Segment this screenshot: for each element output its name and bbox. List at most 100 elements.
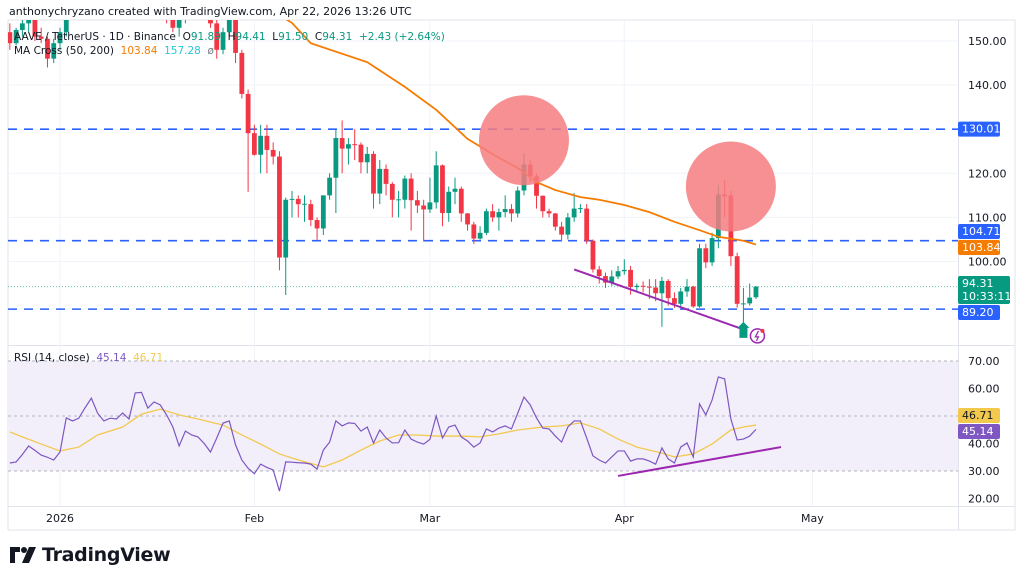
candle: [402, 175, 408, 209]
lightning-icon-circle: [749, 328, 766, 344]
chart-frame: [7, 19, 1016, 531]
candle: [352, 129, 358, 161]
candle-body: [245, 93, 251, 134]
candle-body: [170, 20, 176, 28]
level-tag-bg: [958, 121, 1000, 137]
lightning-icon-bolt: [754, 330, 760, 342]
candle: [590, 239, 596, 273]
candle-body: [19, 23, 25, 30]
candle-body: [45, 38, 50, 59]
low-label: L: [272, 31, 279, 43]
price-axis-label: 100.00: [968, 256, 1007, 269]
candle-body: [621, 269, 627, 272]
candle-body: [51, 43, 57, 59]
candle-body: [628, 269, 633, 288]
price-trendline: [573, 268, 744, 331]
candle-body: [220, 32, 226, 50]
ma-legend[interactable]: MA Cross (50, 200) 103.84 157.28 ø: [14, 45, 214, 57]
candle-body: [552, 213, 558, 227]
last-price-tag-text: 94.31: [962, 277, 994, 290]
candle-body: [233, 20, 238, 53]
candle: [8, 23, 13, 50]
candle: [108, 0, 113, 1]
tradingview-logo[interactable]: TradingView: [10, 544, 171, 566]
candle-body: [145, 0, 150, 1]
rsi-axis-label: 40.00: [968, 438, 1000, 451]
candle-body: [665, 280, 671, 299]
candle: [471, 221, 477, 244]
candle: [490, 204, 496, 222]
candle: [753, 286, 759, 299]
candle: [13, 27, 19, 46]
candle: [251, 124, 257, 156]
candle: [621, 259, 627, 275]
candle: [414, 190, 420, 213]
candle: [408, 173, 414, 231]
symbol-legend[interactable]: AAVE / TetherUS · 1D · Binance O91.89 H9…: [14, 31, 445, 43]
candle: [51, 38, 57, 64]
candle: [452, 177, 458, 205]
time-axis-label: Apr: [615, 512, 635, 525]
candle-body: [377, 168, 383, 194]
candle: [214, 20, 220, 59]
candle-body: [295, 198, 301, 205]
candle-body: [239, 52, 245, 94]
candle-body: [32, 20, 38, 37]
candle: [571, 193, 577, 222]
candle-body: [339, 138, 345, 149]
rsi-legend[interactable]: RSI (14, close) 45.14 46.71: [14, 352, 163, 364]
rsi-lines: [9, 376, 782, 492]
candle: [295, 195, 301, 218]
candle-body: [63, 20, 69, 33]
candle-body: [734, 256, 740, 304]
candle: [358, 142, 364, 174]
candle: [258, 124, 264, 174]
rsi-ma-tag-bg: [958, 408, 1000, 423]
candle-body: [703, 248, 709, 263]
change-value: +2.43 (+2.64%): [358, 31, 445, 43]
highlight-circle: [685, 141, 776, 232]
candle: [170, 20, 176, 33]
candle-body: [333, 138, 339, 178]
time-axis-label: Mar: [420, 512, 441, 525]
candle-body: [208, 20, 213, 24]
candle-body: [396, 199, 401, 201]
candle: [458, 186, 464, 222]
candle: [289, 190, 295, 218]
candle: [659, 276, 665, 327]
candle-body: [490, 211, 496, 218]
candle-body: [709, 238, 715, 263]
candle-body: [251, 133, 257, 155]
candle-body: [433, 165, 439, 203]
candle: [233, 20, 238, 64]
ma-name[interactable]: MA Cross (50, 200): [14, 45, 114, 57]
last-price-tag-text: 10:33:11: [962, 290, 1011, 303]
candle: [559, 221, 564, 242]
candle: [421, 199, 427, 242]
candle-body: [678, 291, 684, 304]
candle: [565, 212, 571, 240]
candle-body: [402, 178, 408, 200]
candle-body: [509, 209, 514, 214]
candle: [320, 195, 326, 236]
candle: [220, 27, 226, 55]
candle-body: [389, 183, 395, 200]
candle-body: [458, 188, 464, 214]
candle: [433, 151, 439, 209]
candle-body: [8, 32, 13, 44]
candle: [546, 208, 552, 218]
candle-body: [565, 217, 571, 235]
candle: [665, 279, 671, 306]
candle-body: [684, 286, 690, 292]
tradingview-logo-text: TradingView: [42, 544, 171, 566]
rsi-name[interactable]: RSI (14, close): [14, 352, 90, 364]
candle: [57, 27, 63, 50]
candle-body: [515, 190, 521, 214]
rsi-axis-label: 60.00: [968, 383, 1000, 396]
candle-body: [314, 220, 320, 229]
rsi-line: [9, 376, 757, 492]
candle-body: [226, 20, 232, 33]
symbol-name[interactable]: AAVE / TetherUS · 1D · Binance: [14, 31, 176, 43]
candle: [333, 129, 339, 213]
